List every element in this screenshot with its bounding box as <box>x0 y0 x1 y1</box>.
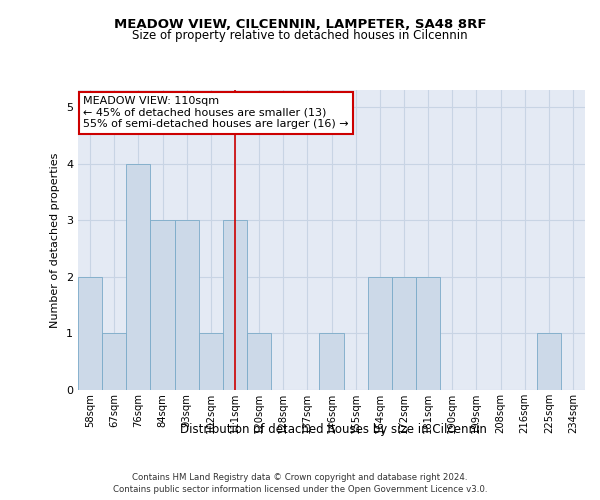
Bar <box>392 277 416 390</box>
Bar <box>247 334 271 390</box>
Bar <box>78 277 102 390</box>
Bar <box>102 334 126 390</box>
Text: MEADOW VIEW: 110sqm
← 45% of detached houses are smaller (13)
55% of semi-detach: MEADOW VIEW: 110sqm ← 45% of detached ho… <box>83 96 349 129</box>
Bar <box>199 334 223 390</box>
Bar <box>416 277 440 390</box>
Text: Contains HM Land Registry data © Crown copyright and database right 2024.: Contains HM Land Registry data © Crown c… <box>132 472 468 482</box>
Text: Distribution of detached houses by size in Cilcennin: Distribution of detached houses by size … <box>179 422 487 436</box>
Bar <box>319 334 344 390</box>
Bar <box>175 220 199 390</box>
Bar <box>368 277 392 390</box>
Text: Contains public sector information licensed under the Open Government Licence v3: Contains public sector information licen… <box>113 485 487 494</box>
Bar <box>537 334 561 390</box>
Bar <box>151 220 175 390</box>
Bar <box>223 220 247 390</box>
Y-axis label: Number of detached properties: Number of detached properties <box>50 152 61 328</box>
Bar <box>126 164 151 390</box>
Text: Size of property relative to detached houses in Cilcennin: Size of property relative to detached ho… <box>132 29 468 42</box>
Text: MEADOW VIEW, CILCENNIN, LAMPETER, SA48 8RF: MEADOW VIEW, CILCENNIN, LAMPETER, SA48 8… <box>114 18 486 30</box>
